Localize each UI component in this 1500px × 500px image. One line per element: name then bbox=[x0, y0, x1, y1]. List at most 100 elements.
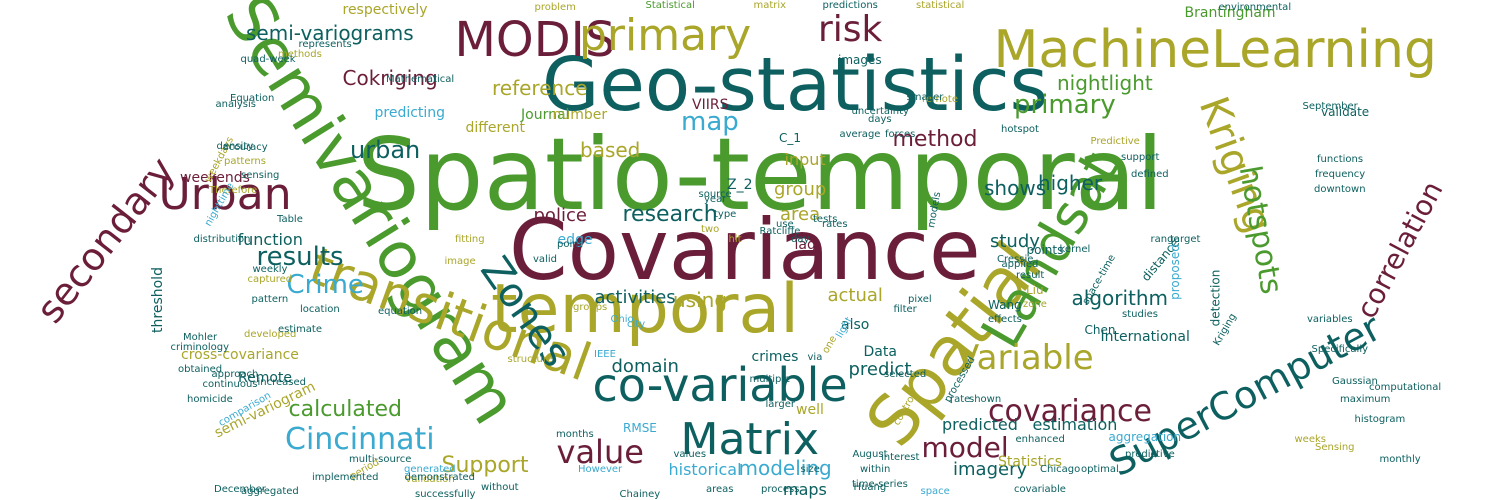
word-cloud-word: studies bbox=[1122, 309, 1158, 320]
word-cloud-word: December bbox=[214, 484, 266, 495]
word-cloud-word: Predictive bbox=[1090, 136, 1140, 147]
word-cloud-word: co-variable bbox=[592, 358, 848, 412]
word-cloud-word: respectively bbox=[342, 2, 428, 18]
word-cloud-word: fitting bbox=[455, 234, 485, 245]
word-cloud-word: aggregation bbox=[1108, 430, 1182, 444]
word-cloud-word: environmental bbox=[1218, 2, 1292, 13]
word-cloud-word: risk bbox=[818, 9, 883, 50]
word-cloud-word: using bbox=[673, 288, 728, 312]
word-cloud-word: method bbox=[892, 127, 978, 152]
word-cloud-word: reference bbox=[492, 76, 588, 100]
word-cloud-word: within bbox=[860, 464, 891, 475]
word-cloud-word: input bbox=[784, 150, 826, 169]
word-cloud-word: source bbox=[698, 189, 732, 200]
word-cloud-word: enhanced bbox=[1015, 434, 1065, 445]
word-cloud-word: rates bbox=[822, 219, 848, 230]
word-cloud-word: point bbox=[557, 239, 583, 250]
word-cloud-word: area bbox=[780, 204, 821, 225]
word-cloud-word: via bbox=[807, 352, 823, 363]
word-cloud-word: Support bbox=[441, 453, 529, 478]
word-cloud-word: pattern bbox=[251, 294, 289, 305]
word-cloud-word: filter bbox=[893, 304, 917, 315]
word-cloud-word: Sensing bbox=[1315, 442, 1355, 453]
word-cloud-word: September bbox=[1302, 101, 1358, 112]
word-cloud-word: Data bbox=[863, 344, 897, 360]
word-cloud-word: temporal bbox=[491, 270, 800, 349]
word-cloud-word: uncertainty bbox=[851, 106, 909, 117]
word-cloud-word: Spatio-temporal bbox=[356, 116, 1164, 233]
word-cloud-word: validation bbox=[405, 474, 455, 485]
word-cloud-word: applied bbox=[1001, 259, 1039, 270]
word-cloud-word: Equation bbox=[230, 93, 275, 104]
word-cloud-word: August bbox=[852, 449, 888, 460]
word-cloud-word: shown bbox=[969, 394, 1002, 405]
word-cloud-word: cross-covariance bbox=[181, 347, 299, 363]
word-cloud-word: Brantingham bbox=[1184, 5, 1276, 21]
word-cloud-word: areas bbox=[706, 484, 734, 495]
word-cloud-word: zone bbox=[1023, 299, 1047, 310]
word-cloud-word: methods bbox=[278, 49, 322, 60]
word-cloud-word: approach bbox=[211, 369, 259, 380]
word-cloud-word: remote bbox=[922, 94, 958, 105]
word-cloud-word: hotspots bbox=[1231, 163, 1289, 297]
word-cloud-word: analysis bbox=[215, 99, 257, 110]
word-cloud-word: nightlight bbox=[1057, 71, 1153, 95]
word-cloud-word: structure bbox=[507, 354, 553, 365]
word-cloud-word: Chicago bbox=[1040, 464, 1081, 475]
word-cloud-word: homicide bbox=[187, 394, 233, 405]
word-cloud-word: computational bbox=[1369, 382, 1442, 393]
word-cloud-word: kernel bbox=[1059, 244, 1091, 255]
word-cloud-word: actual bbox=[827, 285, 883, 306]
word-cloud-word: histogram bbox=[1354, 414, 1406, 425]
word-cloud-word: Remote bbox=[238, 370, 293, 386]
word-cloud-word: months bbox=[556, 429, 594, 440]
word-cloud-word: continuous bbox=[202, 379, 258, 390]
word-cloud-word: activities bbox=[594, 287, 676, 308]
word-cloud-word: defined bbox=[1131, 169, 1169, 180]
word-cloud-word: developed bbox=[244, 329, 297, 340]
word-cloud-word: higher bbox=[1038, 171, 1103, 195]
word-cloud-word: target bbox=[1170, 234, 1201, 245]
word-cloud-word: proposed bbox=[1167, 244, 1182, 300]
word-cloud-word: Crime bbox=[286, 270, 364, 300]
word-cloud-word: rate bbox=[950, 394, 971, 405]
word-cloud-word: tests bbox=[813, 214, 838, 225]
word-cloud-word: maximum bbox=[1340, 394, 1391, 405]
word-cloud-word: process bbox=[761, 484, 800, 495]
word-cloud-word: day bbox=[791, 234, 810, 245]
word-cloud-word: statistical bbox=[916, 0, 965, 11]
word-cloud-word: different bbox=[465, 120, 525, 136]
word-cloud-word: Cokriging bbox=[342, 66, 438, 90]
word-cloud-word: increased bbox=[257, 377, 307, 388]
word-cloud-word: two bbox=[701, 224, 720, 235]
word-cloud-word: predictive bbox=[1125, 449, 1175, 460]
word-cloud-word: predictions bbox=[822, 0, 878, 11]
word-cloud-word: estimate bbox=[278, 324, 323, 335]
word-cloud-word: obtained bbox=[178, 364, 223, 375]
word-cloud-word: Cressie bbox=[997, 254, 1034, 265]
word-cloud-word: use bbox=[776, 219, 794, 230]
word-cloud-word: accuracy bbox=[222, 142, 268, 153]
word-cloud-word: location bbox=[300, 304, 340, 315]
word-cloud-word: primary bbox=[1014, 90, 1116, 120]
word-cloud-word: frequency bbox=[1315, 169, 1366, 180]
word-cloud-word: year bbox=[704, 194, 727, 205]
word-cloud-word: optimal bbox=[1081, 464, 1119, 475]
word-cloud-word: Ratcliffe bbox=[759, 226, 801, 237]
word-cloud-word: effects bbox=[988, 314, 1022, 325]
word-cloud-word: equation bbox=[378, 306, 423, 317]
word-cloud-word: city bbox=[627, 319, 646, 330]
word-cloud-word: patterns bbox=[224, 156, 266, 167]
word-cloud-word: International bbox=[1100, 329, 1190, 345]
word-cloud-word: map bbox=[681, 107, 739, 137]
word-cloud-word: estimation bbox=[1032, 415, 1118, 434]
word-cloud-word: aggregated bbox=[241, 486, 299, 497]
word-cloud-word: validate bbox=[1321, 105, 1370, 119]
word-cloud-word: primary bbox=[579, 10, 752, 61]
word-cloud-word: based bbox=[580, 138, 641, 162]
word-cloud-word: IEEE bbox=[594, 349, 616, 360]
word-cloud-word: values bbox=[673, 449, 707, 460]
word-cloud-word: type bbox=[714, 209, 737, 220]
word-cloud-word: Liu bbox=[1026, 283, 1044, 297]
